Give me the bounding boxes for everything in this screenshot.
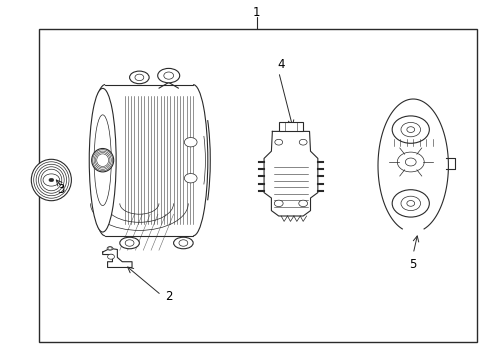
Bar bbox=[278, 122, 303, 131]
Ellipse shape bbox=[173, 237, 193, 249]
Circle shape bbox=[391, 190, 428, 217]
Bar bbox=[39, 29, 476, 342]
Polygon shape bbox=[446, 158, 454, 169]
Circle shape bbox=[107, 254, 114, 259]
Circle shape bbox=[49, 178, 54, 182]
Circle shape bbox=[299, 139, 306, 145]
Circle shape bbox=[135, 74, 143, 81]
Circle shape bbox=[43, 174, 60, 186]
Circle shape bbox=[400, 196, 420, 211]
Ellipse shape bbox=[120, 237, 139, 249]
Ellipse shape bbox=[39, 167, 64, 193]
Ellipse shape bbox=[107, 247, 113, 250]
Circle shape bbox=[179, 240, 187, 246]
Text: 1: 1 bbox=[252, 6, 260, 19]
Circle shape bbox=[274, 139, 282, 145]
Circle shape bbox=[298, 200, 307, 207]
Ellipse shape bbox=[157, 68, 179, 83]
Ellipse shape bbox=[95, 153, 110, 168]
Polygon shape bbox=[264, 131, 317, 216]
Ellipse shape bbox=[129, 71, 149, 84]
Text: 2: 2 bbox=[164, 291, 172, 303]
Circle shape bbox=[125, 240, 134, 246]
Circle shape bbox=[97, 156, 108, 165]
Circle shape bbox=[406, 127, 414, 132]
Ellipse shape bbox=[92, 149, 113, 172]
Text: 3: 3 bbox=[57, 183, 65, 195]
Ellipse shape bbox=[93, 150, 112, 171]
Ellipse shape bbox=[36, 164, 66, 196]
Circle shape bbox=[163, 72, 173, 79]
Ellipse shape bbox=[89, 89, 116, 232]
Text: 4: 4 bbox=[277, 58, 285, 71]
Circle shape bbox=[406, 201, 414, 206]
Text: 5: 5 bbox=[408, 258, 416, 271]
Ellipse shape bbox=[31, 159, 71, 201]
Circle shape bbox=[400, 122, 420, 137]
Ellipse shape bbox=[41, 169, 61, 191]
Polygon shape bbox=[377, 99, 447, 229]
Ellipse shape bbox=[94, 115, 111, 206]
Circle shape bbox=[184, 138, 197, 147]
Ellipse shape bbox=[94, 151, 111, 169]
Circle shape bbox=[274, 200, 283, 207]
Ellipse shape bbox=[34, 162, 69, 198]
Circle shape bbox=[391, 116, 428, 143]
Circle shape bbox=[184, 174, 197, 183]
Circle shape bbox=[108, 247, 112, 250]
Ellipse shape bbox=[97, 154, 108, 167]
